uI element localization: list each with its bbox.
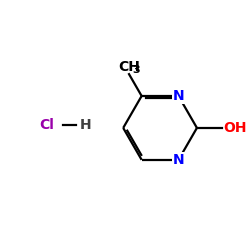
Text: N: N: [173, 153, 184, 167]
Text: OH: OH: [223, 121, 246, 135]
Text: Cl: Cl: [39, 118, 54, 132]
Text: H: H: [80, 118, 91, 132]
Text: 3: 3: [132, 65, 140, 75]
Text: CH: CH: [118, 60, 140, 74]
Text: N: N: [173, 89, 184, 103]
